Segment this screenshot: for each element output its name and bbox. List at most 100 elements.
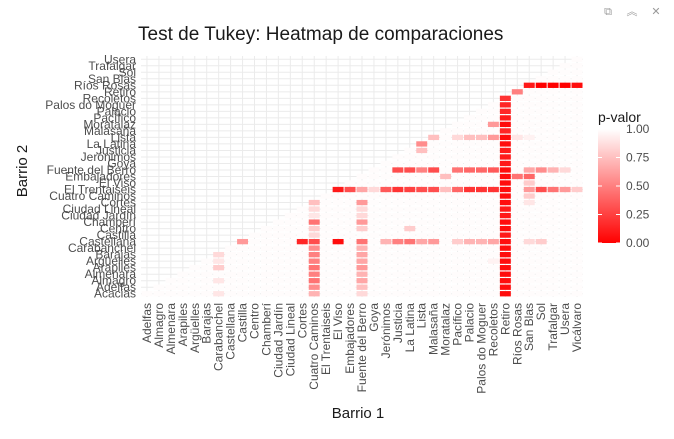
heatmap-cell xyxy=(404,206,416,212)
heatmap-cell xyxy=(571,147,583,154)
collapse-icon[interactable]: ︽ xyxy=(624,4,640,20)
heatmap-cell xyxy=(499,291,511,297)
heatmap-cell xyxy=(416,265,428,271)
heatmap-cell xyxy=(452,199,464,206)
heatmap-cell xyxy=(547,102,559,108)
heatmap-cell xyxy=(344,186,356,193)
close-icon[interactable]: ✕ xyxy=(648,4,664,20)
copy-icon[interactable]: ⧉ xyxy=(600,4,616,20)
heatmap-cell xyxy=(475,128,487,134)
heatmap-cell xyxy=(487,115,499,121)
heatmap-cell xyxy=(559,69,571,75)
heatmap-cell xyxy=(225,265,237,271)
heatmap-cell xyxy=(559,128,571,134)
heatmap-cell xyxy=(141,291,153,297)
heatmap-cell xyxy=(464,284,475,290)
heatmap-cell xyxy=(308,206,320,212)
heatmap-cell xyxy=(511,278,523,284)
heatmap-cell xyxy=(487,278,499,284)
heatmap-cell xyxy=(284,212,296,219)
heatmap-cell xyxy=(428,199,440,206)
y-tick-label: Usera xyxy=(104,52,136,66)
heatmap-cell xyxy=(475,238,487,245)
heatmap-cell xyxy=(284,278,296,284)
heatmap-cell xyxy=(201,271,213,277)
heatmap-cell xyxy=(392,180,404,186)
heatmap-cell xyxy=(487,128,499,134)
heatmap-cell xyxy=(428,284,440,290)
heatmap-cell xyxy=(428,245,440,251)
heatmap-cell xyxy=(535,134,547,141)
heatmap-cell xyxy=(559,252,571,258)
heatmap-cell xyxy=(392,186,404,193)
heatmap-cell xyxy=(487,121,499,128)
heatmap-cell xyxy=(356,245,368,251)
heatmap-cell xyxy=(559,63,571,69)
heatmap-cell xyxy=(356,252,368,258)
y-tick-label: Acacias xyxy=(94,287,136,301)
heatmap-cell xyxy=(356,265,368,271)
heatmap-cell xyxy=(535,102,547,108)
heatmap-cell xyxy=(511,180,523,186)
heatmap-cell xyxy=(404,219,416,225)
heatmap-cell xyxy=(392,199,404,206)
heatmap-cell xyxy=(464,206,475,212)
heatmap-cell xyxy=(499,128,511,134)
heatmap-cell xyxy=(249,238,260,245)
heatmap-cell xyxy=(237,265,249,271)
heatmap-cell xyxy=(487,265,499,271)
heatmap-cell xyxy=(320,232,332,238)
heatmap-cell xyxy=(260,225,272,232)
heatmap-cell xyxy=(320,199,332,206)
heatmap-cell xyxy=(368,278,380,284)
heatmap-cell xyxy=(571,199,583,206)
heatmap-cell xyxy=(535,128,547,134)
heatmap-cell xyxy=(499,180,511,186)
heatmap-cell xyxy=(332,238,344,245)
heatmap-cell xyxy=(547,69,559,75)
heatmap-cell xyxy=(487,232,499,238)
heatmap-cell xyxy=(368,225,380,232)
heatmap-cell xyxy=(368,180,380,186)
heatmap-cell xyxy=(559,102,571,108)
heatmap-cell xyxy=(475,258,487,264)
heatmap-cell xyxy=(571,102,583,108)
heatmap-cell xyxy=(559,291,571,297)
heatmap-cell xyxy=(571,69,583,75)
y-tick-label: El Trentaiseis xyxy=(64,183,136,197)
heatmap-cell xyxy=(284,291,296,297)
heatmap-cell xyxy=(571,212,583,219)
heatmap-cell xyxy=(547,245,559,251)
heatmap-cell xyxy=(487,141,499,147)
heatmap-cell xyxy=(428,225,440,232)
heatmap-cell xyxy=(547,278,559,284)
heatmap-cell xyxy=(296,265,308,271)
heatmap-cell xyxy=(392,212,404,219)
x-tick-label: Vicálvaro xyxy=(570,303,584,352)
heatmap-cell xyxy=(153,284,165,290)
heatmap-cell xyxy=(404,238,416,245)
heatmap-cell xyxy=(547,134,559,141)
x-tick-label: Sol xyxy=(534,303,548,320)
heatmap-cell xyxy=(487,186,499,193)
heatmap-cell xyxy=(475,180,487,186)
heatmap-cell xyxy=(368,291,380,297)
heatmap-cell xyxy=(428,271,440,277)
x-tick-label: Almagro xyxy=(152,303,166,348)
heatmap-cell xyxy=(523,115,535,121)
heatmap-cell xyxy=(547,128,559,134)
heatmap-cell xyxy=(559,115,571,121)
heatmap-cell xyxy=(547,193,559,199)
heatmap-cell xyxy=(511,265,523,271)
x-tick-label: Centro xyxy=(247,303,261,339)
heatmap-cell xyxy=(511,199,523,206)
y-axis-label: Barrio 2 xyxy=(14,145,31,198)
heatmap-cell xyxy=(559,271,571,277)
heatmap-cell xyxy=(440,225,452,232)
y-tick-labels: AcaciasAdelfasAlmagroAlmenaraArapilesArg… xyxy=(45,52,136,300)
y-tick-label: Retiro xyxy=(104,85,136,99)
heatmap-cell xyxy=(571,63,583,69)
heatmap-cell xyxy=(225,271,237,277)
heatmap-cell xyxy=(440,186,452,193)
